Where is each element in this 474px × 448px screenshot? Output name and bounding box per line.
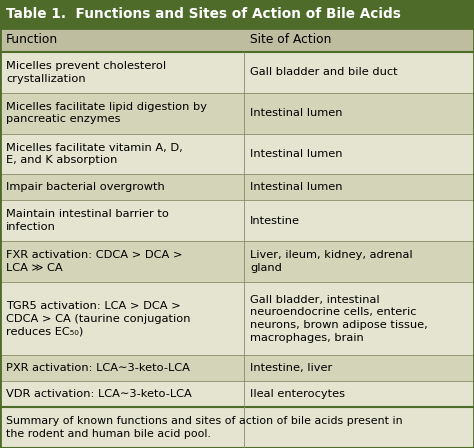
Text: Liver, ileum, kidney, adrenal
gland: Liver, ileum, kidney, adrenal gland [250,250,413,273]
Bar [0,241,474,282]
Text: Summary of known functions and sites of action of bile acids present in
the rode: Summary of known functions and sites of … [6,416,402,439]
Text: TGR5 activation: LCA > DCA >
CDCA > CA (taurine conjugation
reduces EC₅₀): TGR5 activation: LCA > DCA > CDCA > CA (… [6,301,191,336]
Text: Intestinal lumen: Intestinal lumen [250,182,343,192]
Text: Site of Action: Site of Action [250,33,331,46]
Text: Gall bladder, intestinal
neuroendocrine cells, enteric
neurons, brown adipose ti: Gall bladder, intestinal neuroendocrine … [250,295,428,343]
Text: Intestinal lumen: Intestinal lumen [250,108,343,118]
Text: Maintain intestinal barrier to
infection: Maintain intestinal barrier to infection [6,209,169,232]
Bar [0,355,474,381]
Text: Intestinal lumen: Intestinal lumen [250,149,343,159]
Text: Micelles facilitate vitamin A, D,
E, and K absorption: Micelles facilitate vitamin A, D, E, and… [6,142,183,165]
Bar [0,52,474,93]
Bar [0,174,474,200]
Bar [0,282,474,355]
Text: VDR activation: LCA∼3-keto-LCA: VDR activation: LCA∼3-keto-LCA [6,389,192,399]
Text: Intestine: Intestine [250,216,300,226]
Text: FXR activation: CDCA > DCA >
LCA ≫ CA: FXR activation: CDCA > DCA > LCA ≫ CA [6,250,182,273]
Text: Intestine, liver: Intestine, liver [250,363,332,373]
Bar [0,0,474,28]
Bar [0,407,474,448]
Text: Micelles prevent cholesterol
crystallization: Micelles prevent cholesterol crystalliza… [6,61,166,84]
Text: Gall bladder and bile duct: Gall bladder and bile duct [250,67,398,77]
Bar [0,381,474,407]
Text: Impair bacterial overgrowth: Impair bacterial overgrowth [6,182,165,192]
Text: Micelles facilitate lipid digestion by
pancreatic enzymes: Micelles facilitate lipid digestion by p… [6,102,207,125]
Bar [0,93,474,134]
Bar [0,134,474,174]
Text: PXR activation: LCA∼3-keto-LCA: PXR activation: LCA∼3-keto-LCA [6,363,190,373]
Bar [0,28,474,52]
Bar [0,200,474,241]
Text: Table 1.  Functions and Sites of Action of Bile Acids: Table 1. Functions and Sites of Action o… [6,7,401,21]
Text: Function: Function [6,33,58,46]
Text: Ileal enterocytes: Ileal enterocytes [250,389,345,399]
